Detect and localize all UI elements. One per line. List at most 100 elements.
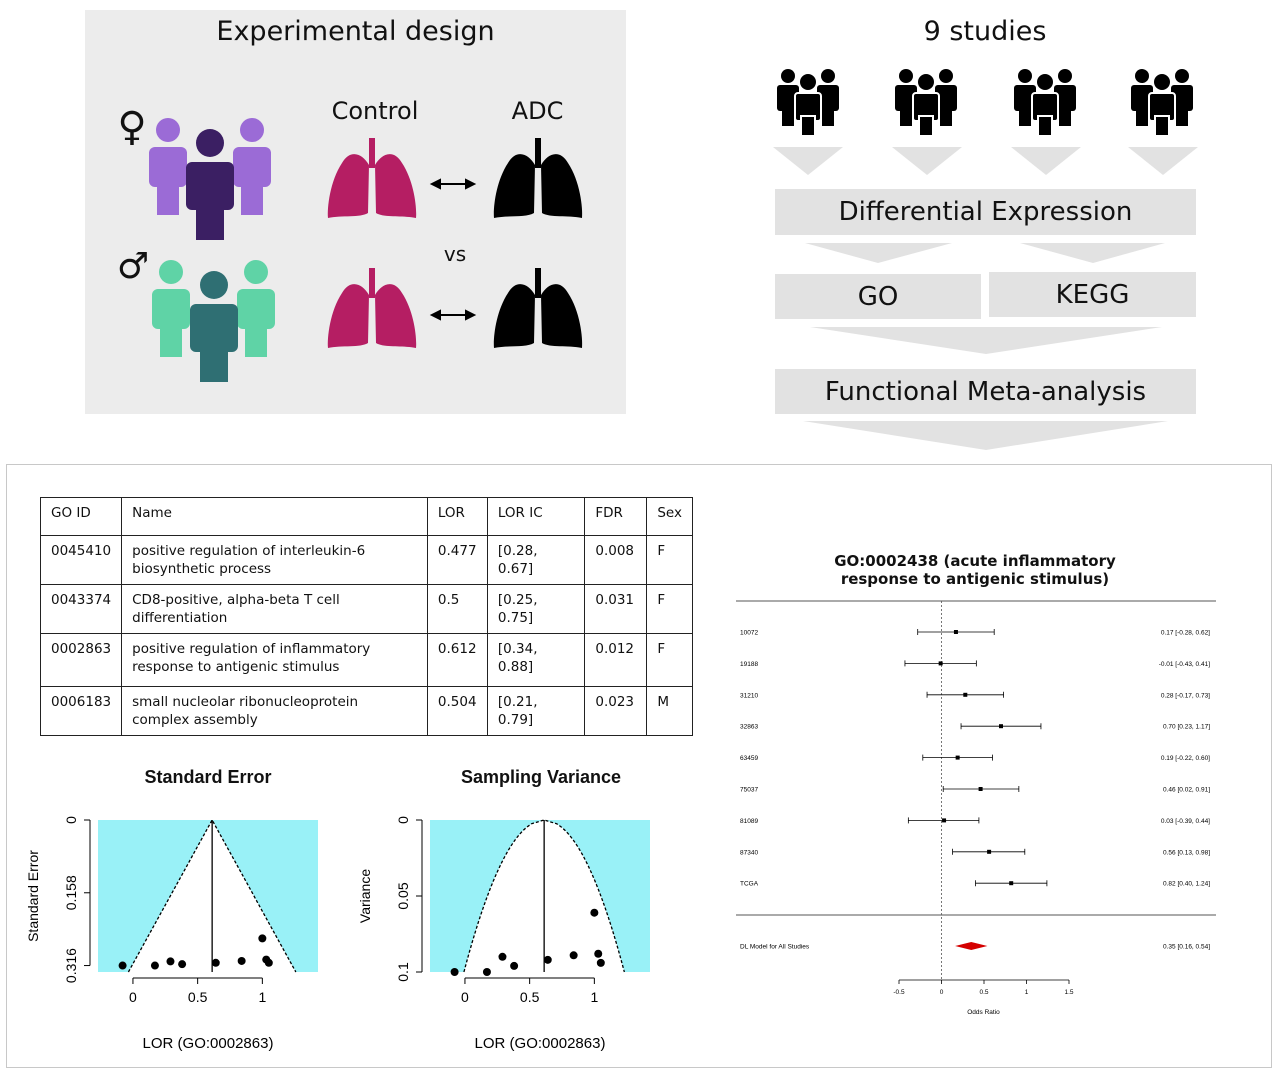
data-point bbox=[166, 957, 175, 966]
studies-title: 9 studies bbox=[923, 16, 1047, 47]
y-axis-label: Variance bbox=[357, 869, 373, 923]
table-header-cell: Name bbox=[121, 497, 428, 536]
x-tick-label: -0.5 bbox=[893, 989, 905, 996]
down-arrow-icon bbox=[805, 243, 952, 263]
table-cell: 0006183 bbox=[39, 686, 123, 736]
estimate-text: 0.28 [-0.17, 0.73] bbox=[1161, 692, 1210, 699]
data-point bbox=[482, 968, 491, 976]
funnel-arrows bbox=[773, 147, 1198, 450]
study-label: TCGA bbox=[740, 881, 759, 888]
table-row: 0006183 small nucleolar ribonucleoprotei… bbox=[39, 686, 693, 736]
estimate-text: 0.19 [-0.22, 0.60] bbox=[1161, 755, 1210, 762]
table-cell: [0.25, 0.75] bbox=[486, 584, 586, 634]
table-cell: M bbox=[646, 686, 693, 736]
data-point bbox=[498, 952, 507, 961]
table-cell: CD8-positive, alpha-beta T cell differen… bbox=[121, 584, 428, 634]
down-arrow-icon bbox=[773, 147, 843, 175]
estimate-square bbox=[938, 661, 943, 666]
estimate-square bbox=[955, 755, 960, 760]
study-label: 63459 bbox=[740, 755, 758, 762]
table-cell: positive regulation of interleukin-6 bio… bbox=[121, 535, 428, 585]
male-symbol-icon: ♂ bbox=[117, 246, 149, 287]
forest-title-line1: GO:0002438 (acute inflammatory bbox=[834, 552, 1116, 570]
estimate-text: 0.46 [0.02, 0.91] bbox=[1163, 787, 1210, 794]
table-header-cell: FDR bbox=[584, 497, 648, 536]
table-cell: F bbox=[646, 633, 693, 687]
funnel-plot-standard-error: 0 0.158 0.316 0 0.5 1 LOR (GO:0002863) Standard… bbox=[25, 816, 318, 1052]
table-cell: 0.477 bbox=[426, 535, 488, 585]
table-cell: 0.612 bbox=[426, 633, 488, 687]
summary-text: 0.35 [0.16, 0.54] bbox=[1163, 944, 1210, 951]
x-axis-label: LOR (GO:0002863) bbox=[143, 1035, 274, 1052]
x-axis-label: LOR (GO:0002863) bbox=[475, 1035, 606, 1052]
x-tick-label: 1 bbox=[1025, 989, 1029, 996]
control-label: Control bbox=[331, 97, 419, 125]
estimate-square bbox=[978, 787, 983, 791]
estimate-square bbox=[953, 630, 958, 634]
data-point bbox=[178, 960, 187, 969]
table-cell: 0.031 bbox=[584, 584, 648, 634]
adc-lung-bottom-icon bbox=[493, 268, 583, 348]
x-tick-label: 1 bbox=[258, 989, 266, 1005]
down-arrow-icon bbox=[810, 327, 1162, 354]
estimate-text: 0.03 [-0.39, 0.44] bbox=[1161, 818, 1210, 825]
x-tick-label: 0 bbox=[461, 989, 469, 1005]
estimate-square bbox=[942, 818, 947, 823]
x-tick-label: 1.5 bbox=[1064, 989, 1073, 996]
pipeline-graphic bbox=[773, 68, 1198, 450]
data-point bbox=[211, 958, 220, 967]
estimate-text: -0.01 [-0.43, 0.41] bbox=[1159, 661, 1211, 668]
table-header-cell: GO ID bbox=[39, 497, 123, 536]
table-cell: 0045410 bbox=[39, 535, 123, 585]
female-symbol-icon: ♀ bbox=[117, 104, 146, 150]
y-axis-label: Standard Error bbox=[25, 850, 41, 942]
table-cell: 0002863 bbox=[39, 633, 123, 687]
data-point bbox=[450, 968, 459, 976]
functional-meta-analysis-box: Functional Meta-analysis bbox=[775, 369, 1196, 414]
experimental-design-title: Experimental design bbox=[216, 16, 495, 47]
table-header-cell: Sex bbox=[646, 497, 693, 536]
table-cell: [0.34, 0.88] bbox=[486, 633, 586, 687]
estimate-text: 0.17 [-0.28, 0.62] bbox=[1161, 630, 1210, 637]
table-cell: [0.28, 0.67] bbox=[486, 535, 586, 585]
estimate-square bbox=[987, 849, 992, 854]
funnel-boundary bbox=[463, 819, 625, 973]
experimental-design-graphic: ♀ ♂ bbox=[117, 104, 583, 382]
table-cell: [0.21, 0.79] bbox=[486, 686, 586, 736]
study-label: 19188 bbox=[740, 661, 758, 668]
table-cell: positive regulation of inflammatory resp… bbox=[121, 633, 428, 687]
table-header-cell: LOR bbox=[426, 497, 488, 536]
study-group-icon bbox=[894, 68, 958, 137]
down-arrow-icon bbox=[803, 421, 1168, 450]
estimate-text: 0.56 [0.13, 0.98] bbox=[1163, 849, 1210, 856]
data-point bbox=[237, 956, 246, 965]
funnel-plot-sampling-variance: 0 0.05 0.1 0 0.5 1 LOR (GO:0002863) Variance bbox=[357, 816, 650, 1052]
x-tick-label: 0 bbox=[129, 989, 137, 1005]
table-header-cell: LOR IC bbox=[486, 497, 586, 536]
y-tick-label: 0.158 bbox=[63, 875, 79, 910]
down-arrow-icon bbox=[1128, 147, 1198, 175]
study-group-icon bbox=[776, 68, 840, 137]
study-label: 75037 bbox=[740, 787, 758, 794]
data-point bbox=[569, 951, 578, 960]
x-tick-label: 1 bbox=[590, 989, 598, 1005]
double-arrow-top-icon bbox=[429, 178, 477, 190]
table-cell: 0.008 bbox=[584, 535, 648, 585]
data-point bbox=[510, 961, 519, 970]
estimate-square bbox=[963, 692, 968, 697]
study-label: 10072 bbox=[740, 630, 758, 637]
estimate-square bbox=[999, 724, 1003, 729]
funnel-boundary bbox=[127, 818, 297, 973]
x-tick-label: 0.5 bbox=[979, 989, 988, 996]
data-point bbox=[118, 961, 127, 970]
differential-expression-box: Differential Expression bbox=[775, 189, 1196, 235]
x-axis-label: Odds Ratio bbox=[967, 1009, 1000, 1016]
y-tick-label: 0.1 bbox=[395, 962, 411, 982]
down-arrow-icon bbox=[1020, 243, 1165, 263]
forest-title-line2: response to antigenic stimulus) bbox=[840, 570, 1110, 588]
y-tick-label: 0 bbox=[63, 816, 79, 824]
data-point bbox=[543, 955, 552, 964]
estimate-text: 0.82 [0.40, 1.24] bbox=[1163, 881, 1210, 888]
estimate-text: 0.70 [0.23, 1.17] bbox=[1163, 724, 1210, 731]
table-row: 0045410 positive regulation of interleuk… bbox=[39, 535, 693, 585]
